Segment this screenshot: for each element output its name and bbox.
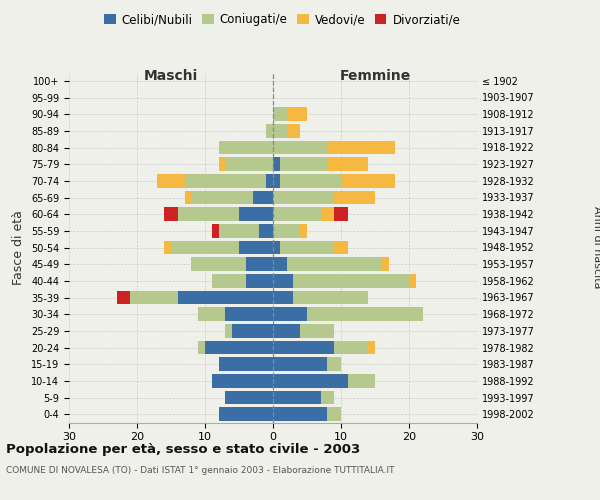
Text: COMUNE DI NOVALESA (TO) - Dati ISTAT 1° gennaio 2003 - Elaborazione TUTTITALIA.I: COMUNE DI NOVALESA (TO) - Dati ISTAT 1° … (6, 466, 395, 475)
Bar (185, 174, 266, 188)
Bar (259, 224, 273, 237)
Bar (287, 258, 382, 271)
Bar (293, 274, 409, 287)
Bar (191, 258, 246, 271)
Bar (320, 208, 334, 221)
Bar (178, 208, 239, 221)
Bar (218, 140, 273, 154)
Bar (273, 358, 328, 371)
Bar (348, 374, 375, 388)
Legend: Celibi/Nubili, Coniugati/e, Vedovi/e, Divorziati/e: Celibi/Nubili, Coniugati/e, Vedovi/e, Di… (99, 8, 465, 31)
Bar (287, 108, 307, 121)
Bar (334, 240, 348, 254)
Bar (307, 308, 422, 321)
Bar (212, 374, 273, 388)
Bar (218, 408, 273, 421)
Bar (334, 208, 348, 221)
Bar (273, 308, 307, 321)
Bar (226, 390, 273, 404)
Text: Femmine: Femmine (340, 69, 410, 83)
Bar (218, 224, 259, 237)
Bar (164, 208, 178, 221)
Bar (273, 224, 300, 237)
Bar (226, 324, 232, 338)
Bar (171, 240, 239, 254)
Bar (280, 240, 334, 254)
Bar (328, 358, 341, 371)
Bar (273, 274, 293, 287)
Bar (293, 290, 368, 304)
Bar (226, 308, 273, 321)
Bar (273, 174, 280, 188)
Bar (280, 174, 341, 188)
Bar (239, 240, 273, 254)
Bar (334, 190, 375, 204)
Bar (273, 374, 348, 388)
Y-axis label: Anni di nascita: Anni di nascita (592, 206, 600, 288)
Bar (191, 190, 253, 204)
Bar (253, 190, 273, 204)
Bar (328, 140, 395, 154)
Bar (320, 390, 334, 404)
Bar (328, 408, 341, 421)
Bar (280, 158, 328, 171)
Bar (273, 408, 328, 421)
Bar (300, 324, 334, 338)
Bar (157, 174, 185, 188)
Bar (218, 158, 226, 171)
Bar (130, 290, 178, 304)
Bar (273, 158, 280, 171)
Bar (218, 358, 273, 371)
Bar (116, 290, 130, 304)
Bar (341, 174, 395, 188)
Bar (382, 258, 389, 271)
Bar (273, 208, 320, 221)
Bar (273, 324, 300, 338)
Bar (273, 124, 287, 138)
Bar (273, 340, 334, 354)
Y-axis label: Fasce di età: Fasce di età (13, 210, 25, 285)
Text: Popolazione per età, sesso e stato civile - 2003: Popolazione per età, sesso e stato civil… (6, 442, 360, 456)
Bar (266, 124, 273, 138)
Bar (212, 274, 246, 287)
Bar (287, 124, 300, 138)
Bar (300, 224, 307, 237)
Text: Maschi: Maschi (144, 69, 198, 83)
Bar (198, 340, 205, 354)
Bar (239, 208, 273, 221)
Bar (212, 224, 218, 237)
Bar (266, 174, 273, 188)
Bar (164, 240, 171, 254)
Bar (273, 258, 287, 271)
Bar (273, 190, 334, 204)
Bar (178, 290, 273, 304)
Bar (273, 140, 328, 154)
Bar (409, 274, 416, 287)
Bar (246, 258, 273, 271)
Bar (273, 240, 280, 254)
Bar (273, 290, 293, 304)
Bar (232, 324, 273, 338)
Bar (328, 158, 368, 171)
Bar (273, 390, 320, 404)
Bar (205, 340, 273, 354)
Bar (198, 308, 226, 321)
Bar (368, 340, 375, 354)
Bar (185, 190, 191, 204)
Bar (334, 340, 368, 354)
Bar (226, 158, 273, 171)
Bar (246, 274, 273, 287)
Bar (273, 108, 287, 121)
